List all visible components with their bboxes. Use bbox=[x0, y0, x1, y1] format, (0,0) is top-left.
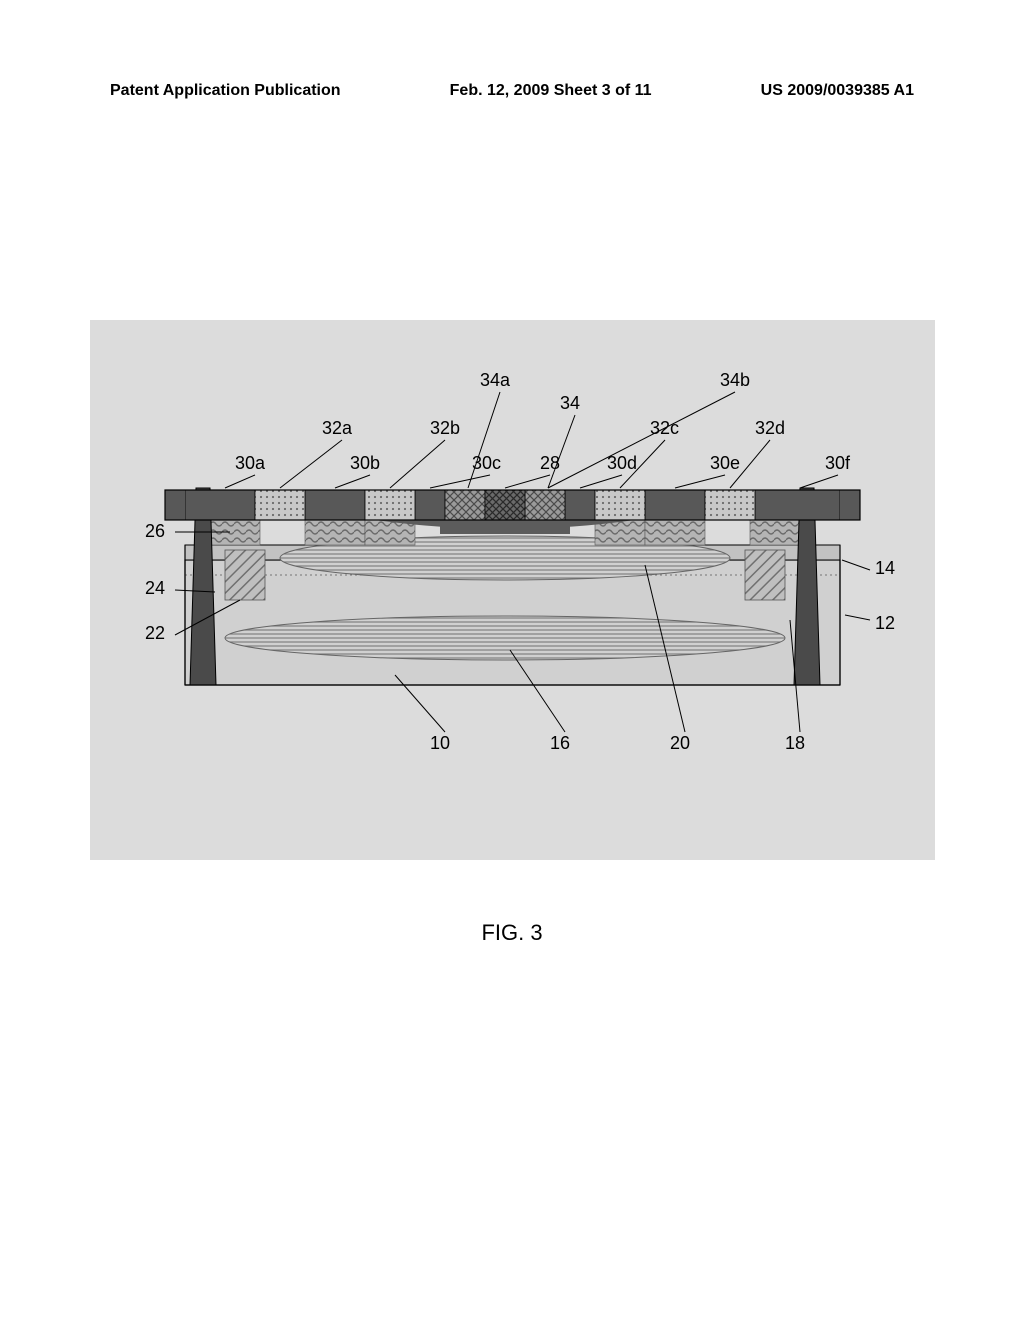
leader-32a bbox=[280, 440, 342, 488]
leader-30d bbox=[580, 475, 622, 488]
label-12: 12 bbox=[875, 613, 895, 633]
header-center: Feb. 12, 2009 Sheet 3 of 11 bbox=[450, 82, 652, 100]
label-32d: 32d bbox=[755, 418, 785, 438]
label-34: 34 bbox=[560, 393, 580, 413]
label-10: 10 bbox=[430, 733, 450, 753]
label-32c: 32c bbox=[650, 418, 679, 438]
segment-34a bbox=[445, 490, 485, 520]
segment-32b bbox=[365, 490, 415, 520]
leader-12 bbox=[845, 615, 870, 620]
segment-28 bbox=[485, 490, 525, 520]
label-26: 26 bbox=[145, 521, 165, 541]
label-18: 18 bbox=[785, 733, 805, 753]
figure-caption: FIG. 3 bbox=[0, 920, 1024, 946]
label-30c: 30c bbox=[472, 453, 501, 473]
label-30a: 30a bbox=[235, 453, 266, 473]
region-22-0 bbox=[225, 550, 265, 600]
segment-30f-ext bbox=[840, 490, 860, 520]
region-22-1 bbox=[745, 550, 785, 600]
region-26-1 bbox=[305, 520, 365, 545]
segment-34b bbox=[525, 490, 565, 520]
region-under-28b bbox=[440, 520, 570, 534]
label-14: 14 bbox=[875, 558, 895, 578]
label-32b: 32b bbox=[430, 418, 460, 438]
figure-3-svg: 34a 34 34b 32a 32b 32c 32d 30a 30b 30c 28 30d 30e 30f… bbox=[90, 320, 935, 860]
segment-32d bbox=[705, 490, 755, 520]
leader-34a bbox=[468, 392, 500, 488]
segment-30b bbox=[305, 490, 365, 520]
label-20: 20 bbox=[670, 733, 690, 753]
header-left: Patent Application Publication bbox=[110, 82, 341, 100]
leader-14 bbox=[842, 560, 870, 570]
segment-30a-ext bbox=[165, 490, 185, 520]
leader-30e bbox=[675, 475, 725, 488]
label-30b: 30b bbox=[350, 453, 380, 473]
label-28: 28 bbox=[540, 453, 560, 473]
label-32a: 32a bbox=[322, 418, 353, 438]
leader-34 bbox=[548, 415, 575, 488]
leader-30f bbox=[800, 475, 838, 488]
label-30e: 30e bbox=[710, 453, 740, 473]
leader-30b bbox=[335, 475, 370, 488]
segment-30d bbox=[565, 490, 595, 520]
label-34a: 34a bbox=[480, 370, 511, 390]
leader-30c bbox=[430, 475, 490, 488]
segment-30a bbox=[185, 490, 255, 520]
leader-30a bbox=[225, 475, 255, 488]
segment-30f bbox=[755, 490, 840, 520]
leader-32b bbox=[390, 440, 445, 488]
segment-30c bbox=[415, 490, 445, 520]
header-right: US 2009/0039385 A1 bbox=[761, 82, 914, 100]
segment-32a bbox=[255, 490, 305, 520]
region-26-5 bbox=[750, 520, 800, 545]
label-30d: 30d bbox=[607, 453, 637, 473]
label-34b: 34b bbox=[720, 370, 750, 390]
label-24: 24 bbox=[145, 578, 165, 598]
segment-32c bbox=[595, 490, 645, 520]
segment-30e bbox=[645, 490, 705, 520]
leader-28 bbox=[505, 475, 550, 488]
label-30f: 30f bbox=[825, 453, 851, 473]
label-22: 22 bbox=[145, 623, 165, 643]
region-26-4 bbox=[645, 520, 705, 545]
page-header: Patent Application Publication Feb. 12, … bbox=[0, 82, 1024, 100]
region-16 bbox=[225, 616, 785, 660]
label-16: 16 bbox=[550, 733, 570, 753]
figure-3-area: 34a 34 34b 32a 32b 32c 32d 30a 30b 30c 28 30d 30e 30f… bbox=[90, 320, 935, 860]
